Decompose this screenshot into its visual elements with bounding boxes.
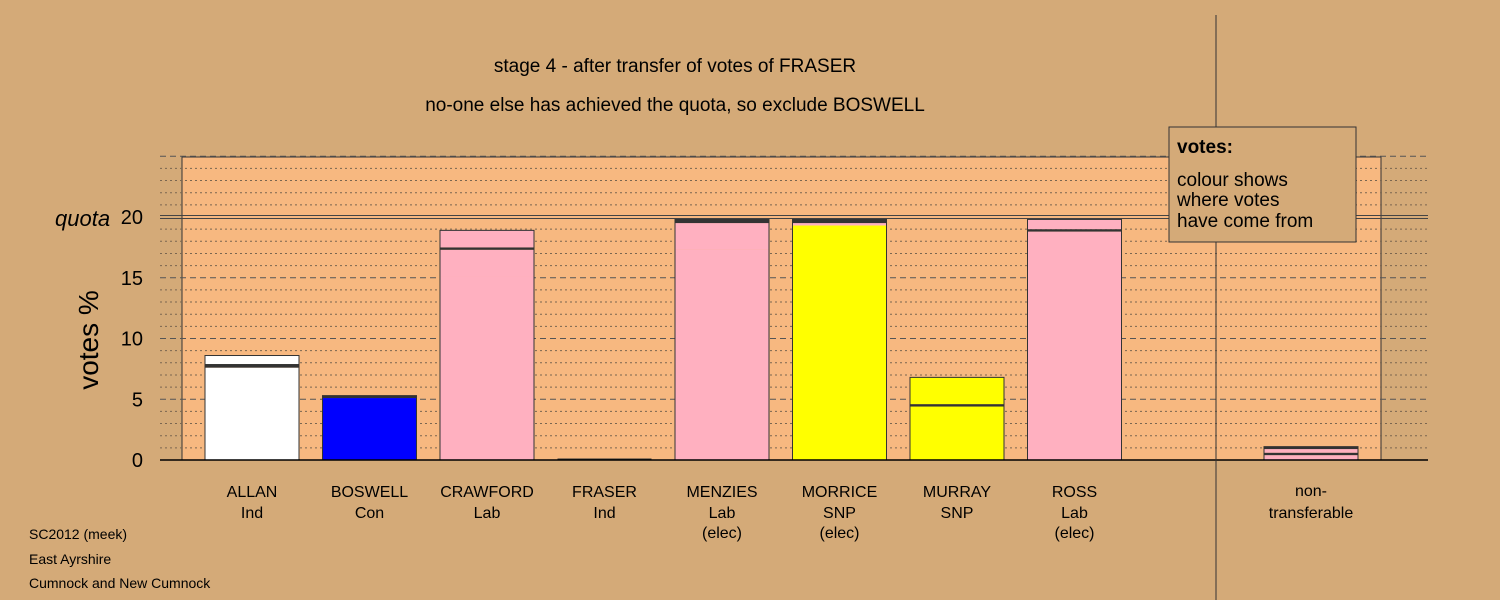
candidate-name: ROSS [1052,484,1097,501]
bar-segment [440,249,534,277]
candidate-party: Con [355,505,384,522]
bar-segment [1264,446,1358,450]
bar-segment [910,404,1004,407]
bar-segment [440,247,534,250]
bar-segment [792,225,887,460]
bar-segment [792,219,887,224]
bar-boswell [322,395,417,461]
candidate-party: Lab [709,505,736,522]
bar-segment [440,276,534,460]
footer-line: Cumnock and New Cumnock [29,575,211,591]
y-axis-label: votes % [73,290,104,390]
legend-box [1168,126,1357,243]
y-tick-label: 5 [132,389,143,411]
candidate-status: (elec) [1054,525,1094,542]
bar-segment [1264,449,1358,453]
candidate-party: Ind [241,505,263,522]
candidate-name: CRAWFORD [440,484,534,501]
legend-line: have come from [1177,211,1313,232]
candidate-party: Ind [593,505,615,522]
bar-segment [910,377,1004,405]
candidate-status: (elec) [702,525,742,542]
bar-segment [1027,231,1122,460]
bar-morrice [792,218,887,461]
non-transferable-label: non- [1295,483,1327,500]
y-tick-label: 10 [121,329,143,351]
legend-line: where votes [1176,190,1279,211]
bar-ross [1027,218,1122,461]
bar-segment [205,364,299,368]
candidate-name: MENZIES [686,484,757,501]
y-axis: 0 5 10 15 20 [121,207,1428,472]
candidate-party: Lab [474,505,501,522]
chart-subtitle: no-one else has achieved the quota, so e… [425,95,925,116]
candidate-status: (elec) [819,525,859,542]
legend: votes: colour shows where votes have com… [1168,126,1357,243]
bar-segment [205,355,299,365]
bar-segment [322,398,417,460]
bar-segment [1264,455,1358,460]
y-tick-label: 20 [121,207,143,229]
bar-non-transferable [1263,446,1359,461]
legend-line: colour shows [1177,170,1288,191]
bar-segment [1027,219,1122,230]
candidate-name: MORRICE [802,484,878,501]
bar-murray [909,376,1005,461]
bar-segment [440,230,534,248]
bars [204,218,1359,461]
bar-segment [675,219,769,224]
chart-title: stage 4 - after transfer of votes of FRA… [494,56,856,77]
non-transferable-label: transferable [1269,505,1354,522]
bar-segment [792,223,887,226]
quota-label: quota [55,206,110,231]
legend-heading: votes: [1177,137,1233,158]
bar-segment [675,249,769,460]
candidate-party: SNP [823,505,856,522]
bar-allan [204,355,300,461]
bar-segment [1264,452,1358,456]
candidate-name: ALLAN [227,484,278,501]
y-tick-label: 15 [121,268,143,290]
bar-menzies [674,218,770,461]
bar-segment [1027,229,1122,232]
candidate-party: SNP [941,505,974,522]
candidate-name: MURRAY [923,484,991,501]
candidate-name: BOSWELL [331,484,408,501]
candidate-name: FRASER [572,484,637,501]
footer-line: East Ayrshire [29,551,111,567]
bar-crawford [439,229,535,461]
bar-segment [910,406,1004,460]
bar-segment [675,223,769,250]
footer-line: SC2012 (meek) [29,526,127,542]
candidate-labels: ALLAN Ind BOSWELL Con CRAWFORD Lab FRASER Ind ME… [227,483,1354,542]
bar-segment [322,395,417,399]
y-tick-label: 0 [132,450,143,472]
bar-segment [205,367,299,460]
candidate-party: Lab [1061,505,1088,522]
